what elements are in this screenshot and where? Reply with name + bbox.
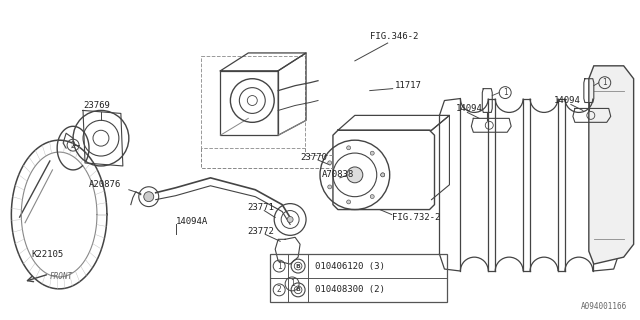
Circle shape [144, 192, 154, 202]
Circle shape [381, 173, 385, 177]
Circle shape [347, 167, 363, 183]
Circle shape [328, 185, 332, 189]
Text: FIG.346-2: FIG.346-2 [370, 32, 418, 41]
Text: 11717: 11717 [395, 81, 422, 90]
Text: 1: 1 [277, 261, 282, 271]
Circle shape [370, 195, 374, 198]
Circle shape [328, 161, 332, 165]
Text: 23770: 23770 [300, 153, 327, 162]
Text: K22105: K22105 [31, 250, 63, 259]
Text: B: B [296, 264, 301, 268]
Text: 2: 2 [70, 140, 76, 150]
Circle shape [347, 200, 351, 204]
Text: 1: 1 [602, 78, 607, 87]
Circle shape [381, 173, 385, 177]
Circle shape [370, 151, 374, 155]
Text: A20876: A20876 [89, 180, 121, 189]
Circle shape [347, 146, 351, 150]
Text: B: B [296, 287, 301, 292]
Text: A70838: A70838 [322, 170, 355, 180]
Circle shape [287, 217, 293, 222]
Text: FRONT: FRONT [49, 272, 72, 282]
Text: A094001166: A094001166 [580, 302, 627, 311]
Text: 23772: 23772 [247, 227, 274, 236]
Text: 1: 1 [503, 88, 508, 97]
Text: 010408300 (2): 010408300 (2) [315, 285, 385, 294]
Text: 14094: 14094 [456, 104, 483, 113]
Text: 2: 2 [277, 285, 282, 294]
Text: FIG.732-2: FIG.732-2 [392, 213, 440, 222]
Text: 23771: 23771 [247, 203, 274, 212]
Text: 23769: 23769 [83, 101, 110, 110]
Text: 010406120 (3): 010406120 (3) [315, 261, 385, 271]
Polygon shape [589, 66, 634, 264]
Text: 14094: 14094 [554, 96, 581, 105]
Text: 1: 1 [290, 279, 294, 288]
Text: 14094A: 14094A [175, 217, 208, 226]
